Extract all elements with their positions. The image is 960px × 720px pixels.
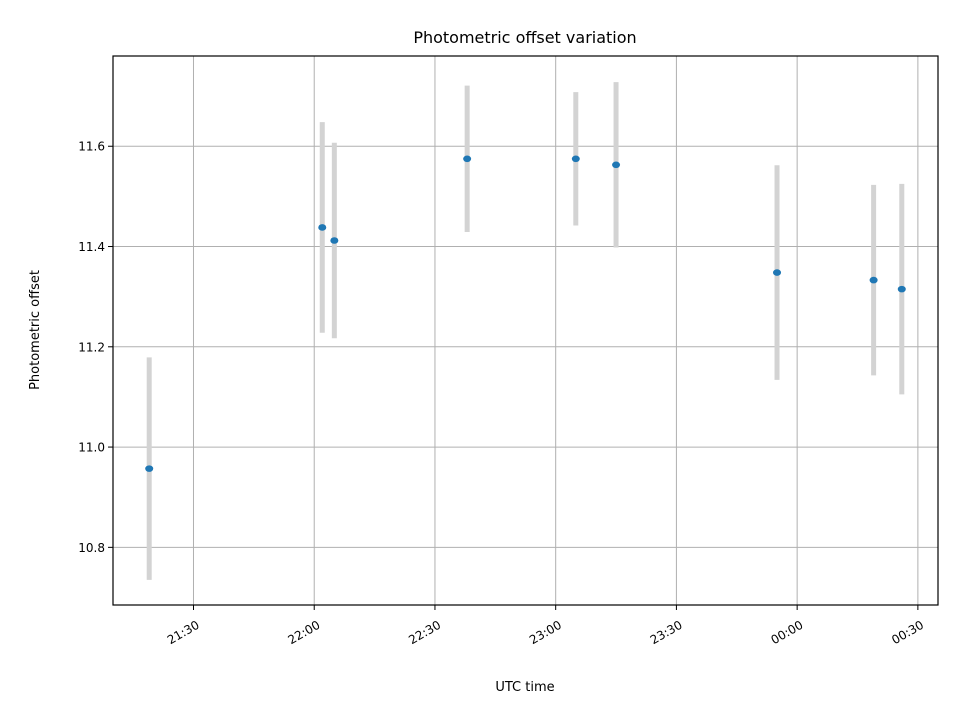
- error-bars: [146, 82, 905, 580]
- y-tick-label: 11.0: [78, 441, 105, 455]
- y-axis-label: Photometric offset: [28, 270, 43, 390]
- plot-frame: [112, 55, 939, 606]
- data-point: [897, 285, 906, 293]
- x-tick-label: 23:30: [648, 618, 685, 647]
- chart-title: Photometric offset variation: [413, 28, 636, 47]
- x-tick-label: 23:00: [527, 618, 564, 647]
- data-point: [869, 276, 878, 284]
- data-points: [145, 155, 906, 472]
- x-tick-label: 22:00: [286, 618, 323, 647]
- x-tick-label: 22:30: [406, 618, 443, 647]
- y-tick-label: 11.4: [78, 240, 105, 254]
- x-tick-label: 00:00: [768, 618, 805, 647]
- x-tick-label: 00:30: [889, 618, 926, 647]
- y-tick-label: 11.6: [78, 140, 105, 154]
- data-point: [612, 161, 621, 169]
- y-tick-label: 11.2: [78, 340, 105, 354]
- data-point: [145, 465, 154, 472]
- y-tick-label: 10.8: [78, 541, 105, 555]
- data-point: [463, 155, 472, 163]
- x-tick-label: 21:30: [165, 618, 202, 647]
- data-point: [330, 237, 339, 244]
- data-point: [318, 224, 327, 231]
- grid-lines: [113, 56, 938, 605]
- data-point: [773, 269, 782, 276]
- data-point: [571, 155, 580, 163]
- x-axis-label: UTC time: [495, 680, 554, 695]
- y-axis-ticks: 10.8 11.0 11.2 11.4 11.6: [78, 140, 113, 555]
- x-axis-ticks: 21:30 22:00 22:30 23:00 23:30 00:00 00:30: [165, 605, 926, 647]
